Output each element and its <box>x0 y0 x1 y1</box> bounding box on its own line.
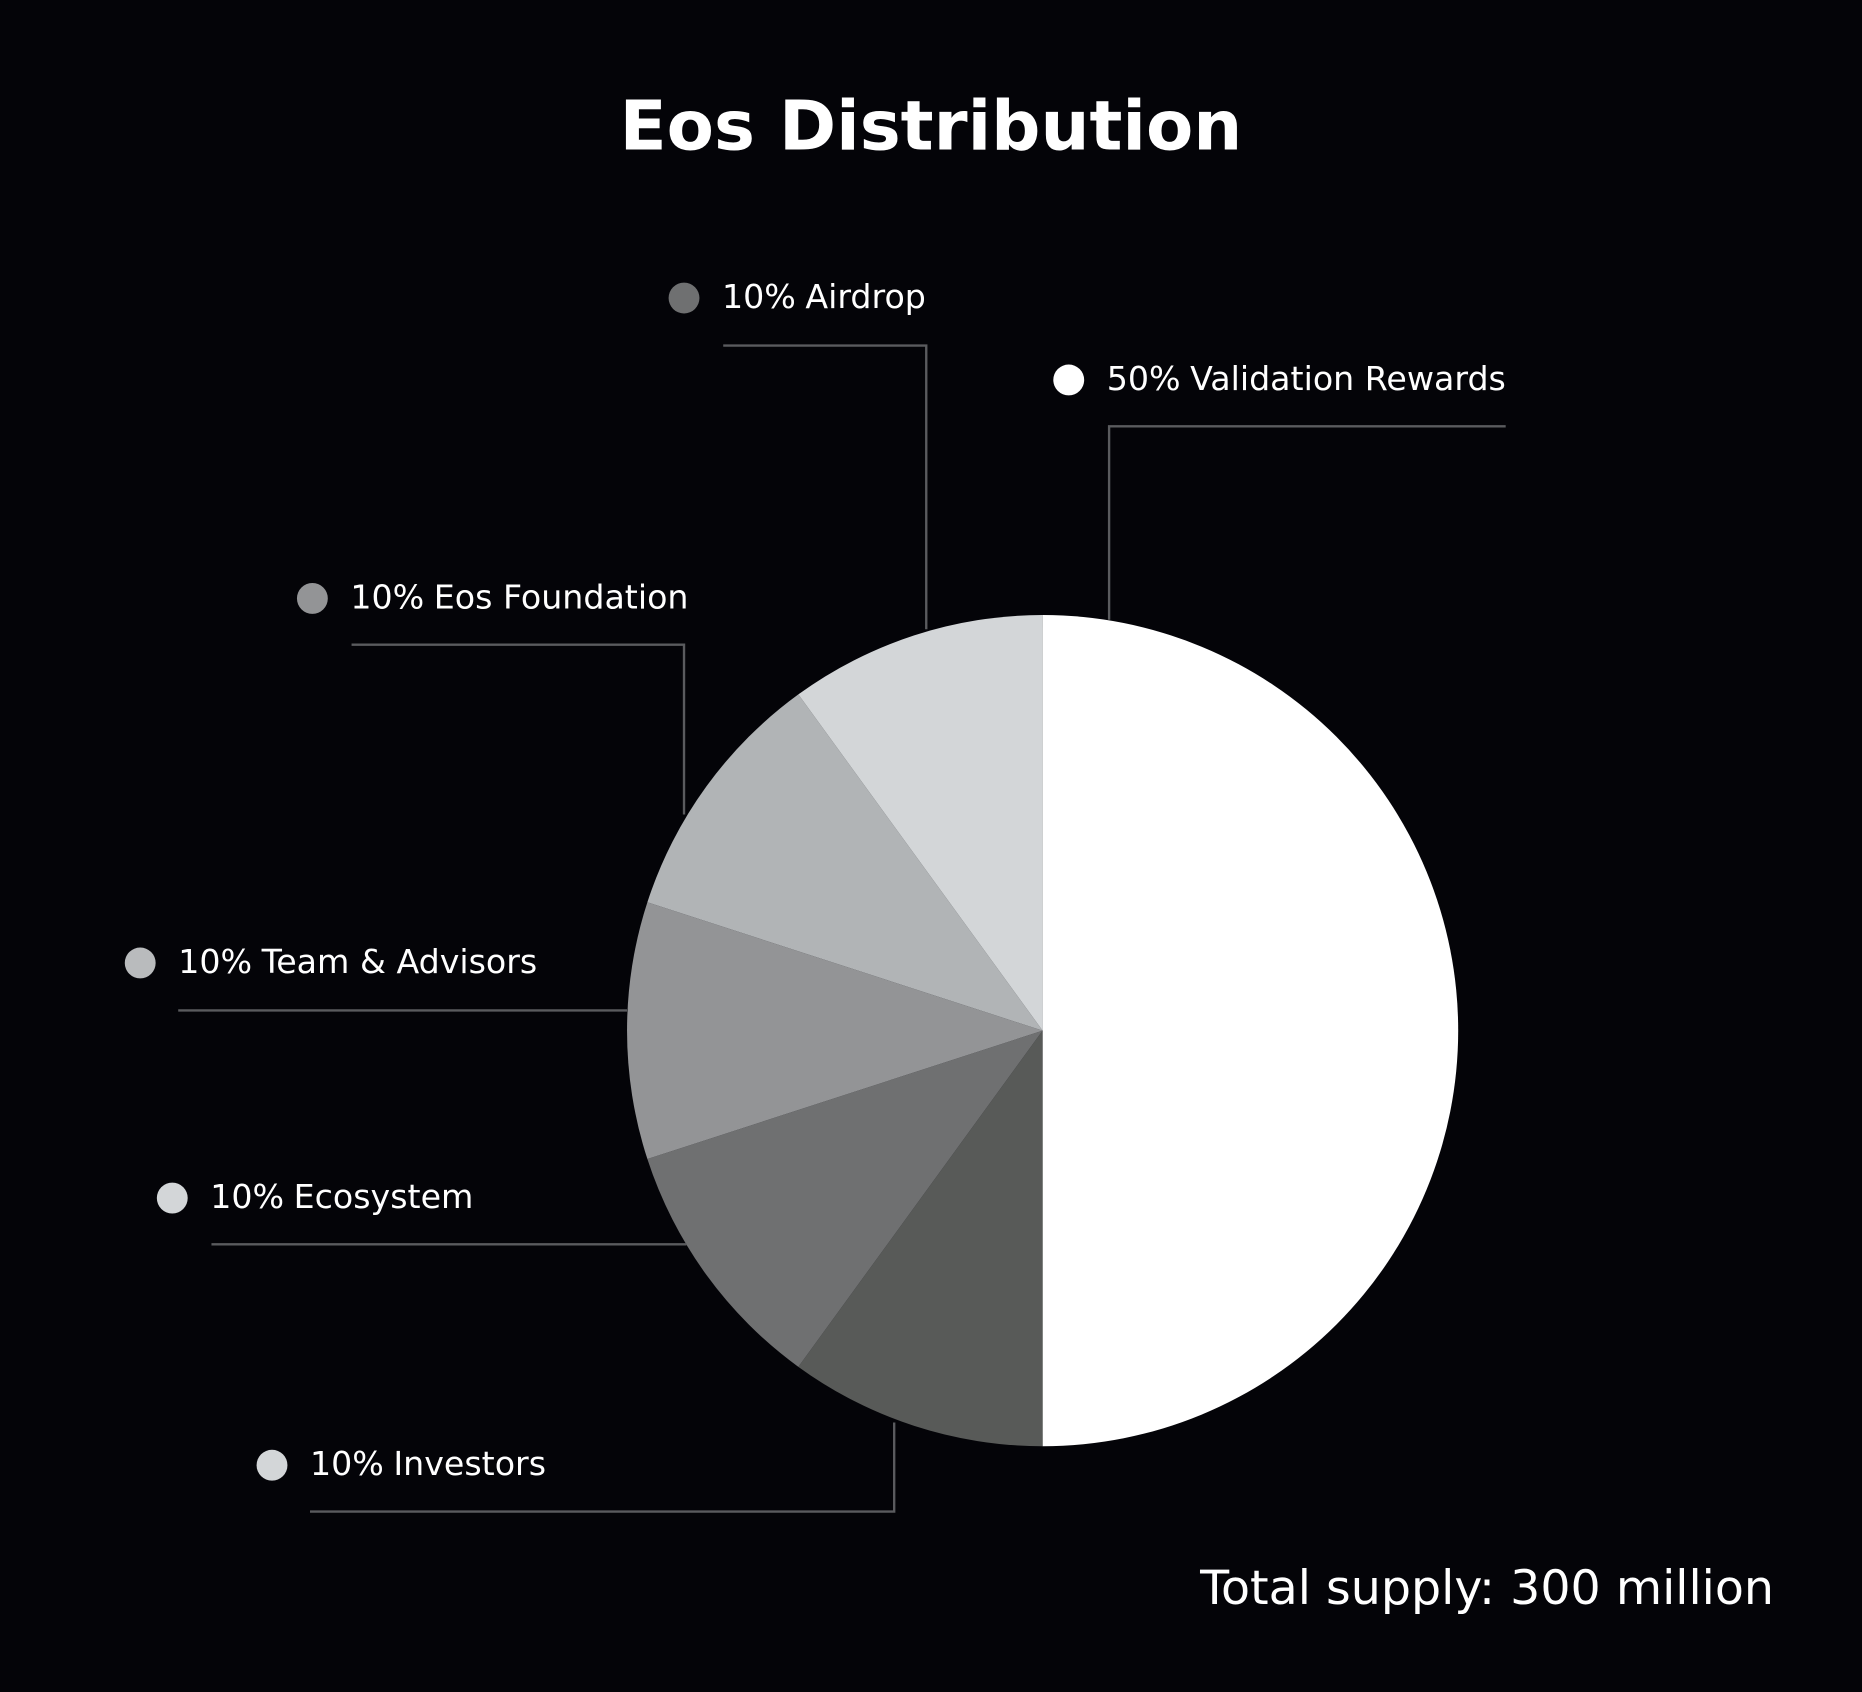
legend-label: 10% Investors <box>310 1444 546 1483</box>
value-label: 50% <box>1107 358 1181 397</box>
legend-label: 50% Validation Rewards <box>1107 358 1506 397</box>
leader-line <box>723 344 928 630</box>
category-label: Eos Foundation <box>434 577 689 616</box>
legend-label: 10% Eos Foundation <box>350 577 688 616</box>
legend-marker <box>256 1449 288 1481</box>
legend-marker <box>296 582 328 614</box>
category-label: Ecosystem <box>294 1177 474 1216</box>
leader-line <box>310 1422 896 1513</box>
legend-marker <box>156 1182 188 1214</box>
pie-slice <box>1042 615 1459 1447</box>
leader-line <box>1107 425 1506 620</box>
chart-title: Eos Distribution <box>620 87 1243 167</box>
legend-label: 10% Team & Advisors <box>178 941 537 980</box>
leader-line <box>351 643 686 815</box>
pie-slice <box>798 1030 1043 1447</box>
value-label: 10% <box>310 1444 384 1483</box>
legend-label: 10% Ecosystem <box>210 1177 473 1216</box>
legend-marker <box>124 947 156 979</box>
pie-slice <box>647 1030 1043 1367</box>
pie-slice <box>627 902 1043 1160</box>
pie <box>627 615 1459 1447</box>
value-label: 10% <box>350 577 424 616</box>
legend-label: 10% Airdrop <box>722 277 926 316</box>
annotation: Total supply: 300 million <box>1199 1561 1774 1616</box>
pie-slice <box>798 615 1043 1031</box>
category-label: Airdrop <box>805 277 926 316</box>
pie-slice <box>647 694 1043 1031</box>
value-label: 10% <box>722 277 796 316</box>
legend-marker <box>668 282 700 314</box>
category-label: Investors <box>393 1444 546 1483</box>
category-label: Validation Rewards <box>1190 358 1506 397</box>
category-label: Team & Advisors <box>261 941 538 980</box>
value-label: 10% <box>178 941 252 980</box>
legend-marker <box>1053 364 1085 396</box>
value-label: 10% <box>210 1177 284 1216</box>
